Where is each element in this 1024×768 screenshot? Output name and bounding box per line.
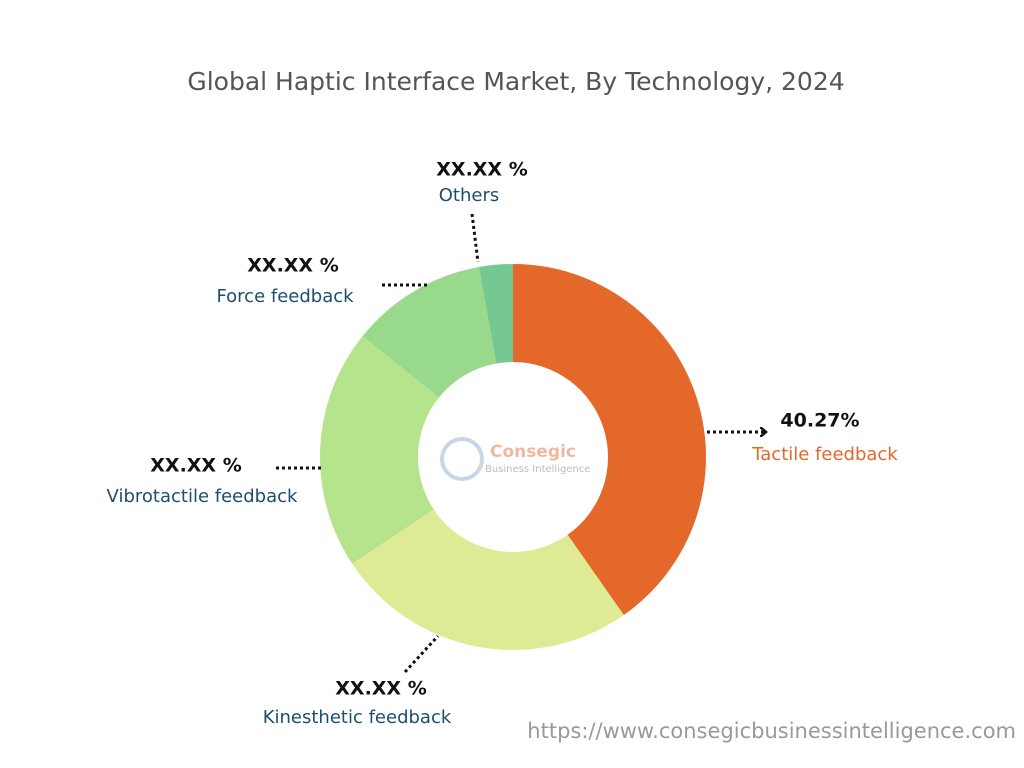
leader <box>470 213 480 263</box>
value-label: XX.XX % <box>436 159 527 181</box>
category-label: Vibrotactile feedback <box>107 486 298 507</box>
chart-title: Global Haptic Interface Market, By Techn… <box>187 67 844 96</box>
leader <box>403 634 440 674</box>
value-label: XX.XX % <box>150 455 241 477</box>
category-label: Kinesthetic feedback <box>263 707 452 728</box>
category-label: Force feedback <box>216 286 354 307</box>
watermark-name: Consegic <box>490 442 576 462</box>
category-label: Tactile feedback <box>751 444 898 465</box>
logo <box>440 437 484 481</box>
watermark-subtitle: Business Intelligence <box>485 464 590 475</box>
value-label: XX.XX % <box>247 255 338 277</box>
slice <box>352 509 624 650</box>
slice <box>513 264 706 616</box>
value-label: XX.XX % <box>335 678 426 700</box>
source-url: https://www.consegicbusinessintelligence… <box>527 719 1016 743</box>
donut <box>320 264 706 650</box>
slice <box>320 336 439 564</box>
value-label: 40.27% <box>780 410 859 432</box>
slice <box>362 267 497 398</box>
slice <box>478 264 513 364</box>
category-label: Others <box>439 185 500 206</box>
